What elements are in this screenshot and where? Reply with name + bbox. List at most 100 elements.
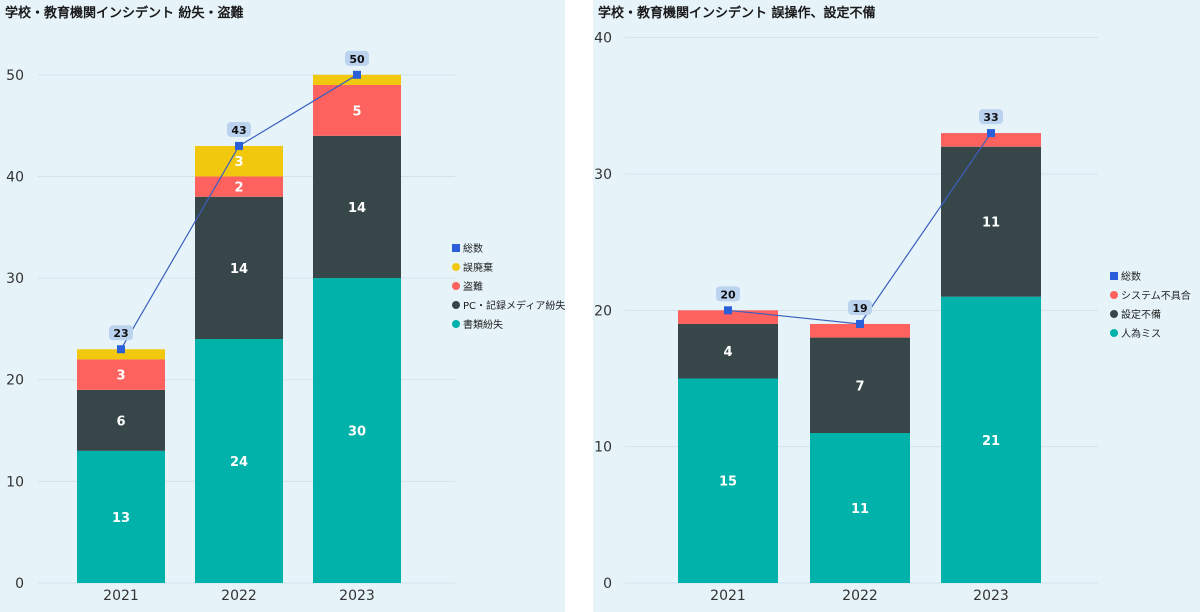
bar-data-label: 11 [851,502,869,517]
legend-item[interactable]: 書類紛失 [452,314,565,333]
bar-data-label: 14 [348,201,366,216]
legend-circle-icon [452,300,460,309]
bar-data-label: 5 [352,104,361,119]
bar-segment [810,323,910,338]
chart-title: 学校・教育機関インシデント 誤操作、設定不備 [598,6,876,21]
total-data-label: 50 [349,53,365,66]
bar-data-label: 3 [116,369,125,384]
bar-segment [77,349,165,360]
total-callout [345,50,369,66]
bar-data-label: 6 [116,414,125,429]
legend-item[interactable]: 盗難 [452,276,565,295]
bar-data-label: 13 [112,511,130,526]
x-tick-label: 2021 [103,588,139,604]
x-tick-label: 2023 [339,588,375,604]
y-tick-label: 30 [594,167,612,183]
legend-square-icon [452,243,460,252]
x-tick-label: 2022 [221,588,257,604]
bar-segment [678,323,778,379]
x-tick-label: 2021 [710,588,746,604]
total-marker [987,129,995,138]
bar-data-label: 14 [230,262,248,277]
total-callout [716,286,740,302]
bar-segment [313,74,401,85]
bar-segment [313,84,401,136]
legend-item[interactable]: 設定不備 [1110,304,1191,323]
total-data-label: 33 [983,111,998,124]
total-callout [227,121,251,137]
bar-data-label: 15 [719,475,737,490]
y-tick-label: 0 [15,576,24,592]
bar-segment [313,135,401,279]
y-tick-label: 40 [594,31,612,47]
total-marker [724,306,732,315]
bar-data-label: 11 [982,216,1000,231]
legend-circle-icon [1110,309,1118,318]
chart-svg: 0 10 20 30 40 15 4 2021 11 7 2022 21 11 2023 20 19 33 [594,31,1098,604]
legend-square-icon [1110,271,1118,280]
total-marker [856,319,864,328]
y-tick-label: 10 [594,440,612,456]
legend: 総数システム不具合 設定不備人為ミス [1110,266,1191,342]
total-data-label: 43 [231,124,246,137]
total-callout [109,325,133,341]
bar-segment [941,146,1041,297]
total-data-label: 19 [852,302,867,315]
y-tick-label: 10 [6,474,24,490]
bar-segment [941,296,1041,583]
legend-label: PC・記録メディア紛失 [463,301,565,312]
bar-segment [77,450,165,583]
legend-item[interactable]: システム不具合 [1110,285,1191,304]
legend-circle-icon [452,319,460,328]
bar-segment [195,339,283,583]
chart-panel-left: 学校・教育機関インシデント 紛失・盗難 0 10 20 30 40 50 13 6 3 2021 2… [0,0,565,612]
x-tick-label: 2022 [842,588,878,604]
total-callout [848,299,872,315]
bar-segment [195,196,283,340]
y-tick-label: 0 [603,576,612,592]
y-tick-label: 20 [594,303,612,319]
bar-data-label: 21 [982,434,1000,449]
legend-item[interactable]: 総数 [1110,266,1191,285]
total-callout [979,109,1003,125]
bar-data-label: 3 [234,155,243,170]
chart-title: 学校・教育機関インシデント 紛失・盗難 [5,6,244,21]
legend: 総数誤廃棄盗難 PC・記録メディア紛失 書類紛失 [452,238,565,333]
bar-segment [77,389,165,451]
bar-segment [810,433,910,583]
legend-circle-icon [452,281,460,290]
legend-item[interactable]: PC・記録メディア紛失 [452,295,565,314]
legend-label: システム不具合 [1121,291,1191,302]
bar-segment [810,337,910,434]
y-tick-label: 20 [6,373,24,389]
legend-label: 総数 [1121,272,1141,283]
legend-item[interactable]: 人為ミス [1110,323,1191,342]
chart-panel-right: 学校・教育機関インシデント 誤操作、設定不備 0 10 20 30 40 15 4 2021 1… [593,0,1200,612]
legend-label: 書類紛失 [463,320,503,331]
bar-segment [77,359,165,390]
total-marker [235,141,243,150]
bar-segment [313,278,401,583]
legend-circle-icon [1110,328,1118,337]
legend-label: 人為ミス [1121,329,1161,340]
chart-svg: 0102030405013632021241423202230145202323… [6,50,455,604]
x-tick-label: 2023 [973,588,1009,604]
bar-segment [195,145,283,177]
legend-label: 設定不備 [1121,310,1161,321]
bar-segment [941,133,1041,147]
bar-data-label: 30 [348,425,366,440]
bar-data-label: 24 [230,455,248,470]
legend-item[interactable]: 誤廃棄 [452,257,565,276]
legend-circle-icon [1110,290,1118,299]
bar-segment [678,310,778,324]
bar-data-label: 7 [855,379,864,394]
total-marker [117,345,125,354]
y-tick-label: 40 [6,169,24,185]
legend-item[interactable]: 総数 [452,238,565,257]
legend-label: 盗難 [463,282,483,293]
total-marker [353,70,361,79]
legend-circle-icon [452,262,460,271]
bar-segment [195,176,283,197]
bar-segment [678,378,778,583]
legend-label: 総数 [463,244,483,255]
